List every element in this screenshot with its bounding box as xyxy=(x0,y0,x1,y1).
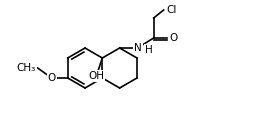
Text: O: O xyxy=(170,33,178,43)
Text: O: O xyxy=(48,73,56,83)
Text: CH₃: CH₃ xyxy=(16,63,36,73)
Text: Cl: Cl xyxy=(167,5,177,15)
Text: H: H xyxy=(145,45,152,55)
Text: N: N xyxy=(134,43,142,53)
Text: OH: OH xyxy=(88,71,104,81)
